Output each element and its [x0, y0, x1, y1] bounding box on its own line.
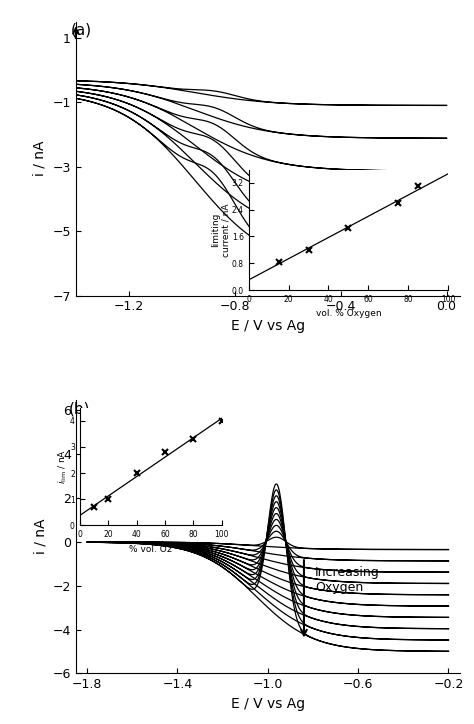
Y-axis label: i / nA: i / nA [33, 141, 47, 177]
Y-axis label: i / nA: i / nA [33, 518, 47, 554]
X-axis label: E / V vs Ag: E / V vs Ag [231, 696, 305, 711]
Text: (b): (b) [69, 402, 91, 417]
Text: Increasing
Oxygen: Increasing Oxygen [315, 566, 380, 594]
X-axis label: E / V vs Ag: E / V vs Ag [231, 319, 305, 333]
Text: (a): (a) [71, 22, 91, 38]
